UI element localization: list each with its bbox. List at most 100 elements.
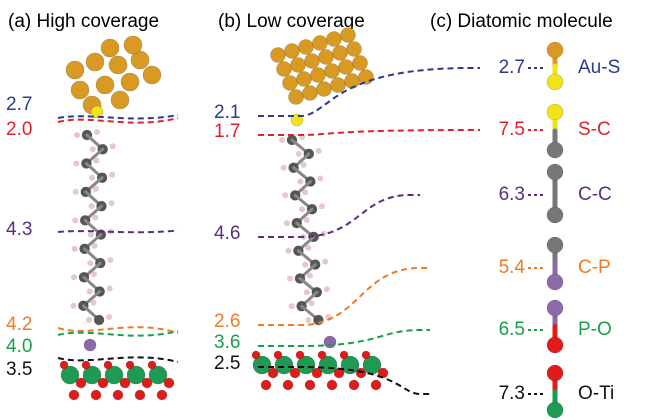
atom: [319, 50, 334, 65]
energy-label: 6.3: [499, 184, 525, 205]
dashed-line: [58, 327, 178, 333]
atom: [71, 274, 77, 280]
bond-label: S-C: [578, 119, 611, 140]
distance-label: 4.2: [6, 314, 32, 335]
atom: [74, 132, 80, 138]
atom: [93, 186, 99, 192]
atom: [72, 246, 78, 252]
atom: [316, 148, 322, 154]
atom: [69, 390, 79, 400]
atom: [72, 217, 78, 223]
atom: [331, 78, 346, 93]
atom: [327, 380, 337, 390]
distance-label: 2.0: [6, 119, 32, 140]
atom: [283, 380, 293, 390]
atom: [362, 351, 370, 359]
dashed-lines: [58, 68, 546, 394]
atom: [340, 351, 348, 359]
atom: [324, 286, 330, 292]
atom: [86, 53, 104, 71]
atom: [341, 28, 356, 43]
atom: [110, 143, 116, 149]
distance-label: 4.0: [6, 336, 32, 357]
atom: [89, 203, 95, 209]
atom: [297, 179, 303, 185]
atom: [91, 390, 101, 400]
atom: [319, 203, 325, 209]
atom: [277, 62, 292, 77]
distance-label: 3.5: [6, 359, 32, 380]
atom: [106, 314, 112, 320]
atom: [164, 378, 174, 388]
atom: [87, 260, 93, 266]
atom: [313, 36, 328, 51]
dashed-line: [58, 357, 178, 362]
atom: [371, 380, 381, 390]
atom: [66, 61, 84, 79]
atom: [73, 189, 79, 195]
atom: [318, 351, 326, 359]
atom: [547, 207, 563, 223]
atom: [305, 317, 311, 323]
dashed-line: [58, 231, 178, 233]
atom: [86, 317, 92, 323]
atom: [71, 81, 89, 99]
atom: [289, 90, 304, 105]
atom: [547, 402, 563, 418]
figure: (a) High coverage (b) Low coverage (c) D…: [0, 0, 651, 420]
atom: [547, 274, 563, 290]
bond-label: O-Ti: [578, 383, 614, 404]
atom: [345, 74, 360, 89]
atom: [547, 142, 563, 158]
atom: [301, 162, 307, 168]
atom: [299, 206, 305, 212]
atom: [303, 86, 318, 101]
bond-label: C-P: [578, 257, 611, 278]
atom: [73, 160, 79, 166]
bond-label: C-C: [578, 184, 612, 205]
atom: [82, 361, 90, 369]
atom: [148, 361, 156, 369]
panel-title: (c) Diatomic molecule: [430, 11, 613, 32]
distance-label: 4.6: [214, 223, 240, 244]
atom: [291, 58, 306, 73]
atom: [261, 380, 271, 390]
atom: [309, 300, 315, 306]
atom: [92, 214, 98, 220]
structures: [60, 28, 563, 419]
atom: [284, 220, 290, 226]
atom: [157, 390, 167, 400]
atom: [89, 175, 95, 181]
atom: [109, 172, 115, 178]
atom: [302, 189, 308, 195]
atom: [547, 74, 563, 90]
atom: [547, 42, 563, 58]
atom: [143, 66, 161, 84]
atom: [547, 365, 563, 381]
atom: [126, 361, 134, 369]
atom: [547, 300, 563, 316]
atom: [87, 289, 93, 295]
atom: [285, 44, 300, 59]
panel-title: (a) High coverage: [8, 11, 159, 32]
atom: [339, 60, 354, 75]
atom: [121, 73, 139, 91]
atom: [124, 36, 142, 54]
atom: [296, 351, 304, 359]
atom: [299, 40, 314, 55]
distance-label: 2.5: [214, 353, 240, 374]
atom: [109, 200, 115, 206]
atom: [317, 82, 332, 97]
atom: [88, 232, 94, 238]
atom: [305, 380, 315, 390]
atom: [317, 176, 323, 182]
atom: [297, 72, 312, 87]
atom: [93, 157, 99, 163]
atom: [94, 129, 100, 135]
atom: [90, 300, 96, 306]
atom: [333, 46, 348, 61]
atom: [324, 336, 336, 348]
distance-label: 2.7: [6, 94, 32, 115]
atom: [296, 151, 302, 157]
atom: [84, 339, 96, 351]
